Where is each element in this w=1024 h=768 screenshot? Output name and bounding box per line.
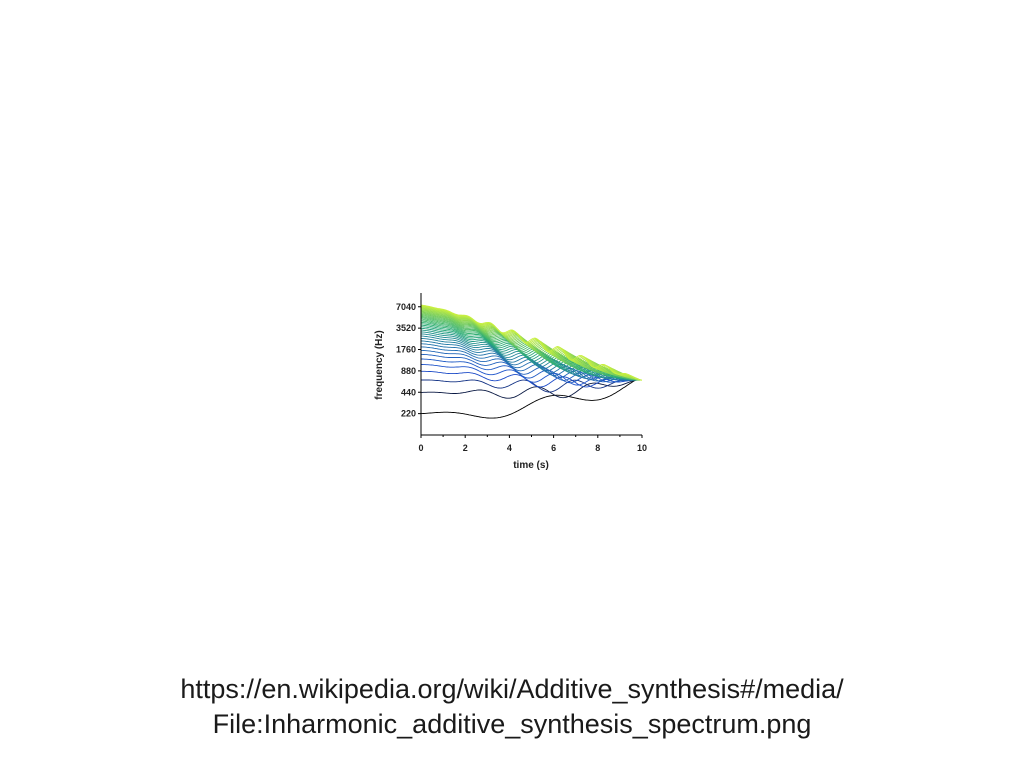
x-tick-label: 8 [595, 443, 600, 453]
partial-line [420, 308, 641, 381]
x-axis-label: time (s) [513, 460, 549, 471]
partial-line [421, 349, 634, 382]
x-tick-label: 4 [507, 443, 512, 453]
source-caption: https://en.wikipedia.org/wiki/Additive_s… [0, 672, 1024, 742]
partial-line [421, 379, 636, 399]
y-axis-label: frequency (Hz) [374, 330, 385, 399]
x-tick-label: 2 [463, 443, 468, 453]
partial-line [420, 321, 638, 381]
partial-line [421, 379, 636, 419]
x-tick-label: 10 [637, 443, 647, 453]
y-tick-label: 220 [401, 409, 416, 419]
partial-line [420, 307, 642, 381]
spectrum-chart: 0 2 4 6 8 10 220 440 880 1760 3520 7040 time (s) f… [374, 293, 647, 471]
x-tick-label: 6 [551, 443, 556, 453]
y-tick-label: 3520 [396, 323, 416, 333]
y-tick-label: 7040 [396, 302, 416, 312]
x-tick-label: 0 [418, 443, 423, 453]
partial-line [420, 305, 642, 381]
y-ticks: 220 440 880 1760 3520 7040 [396, 302, 421, 419]
y-tick-label: 1760 [396, 345, 416, 355]
partial-line [420, 306, 642, 381]
caption-line-2: File:Inharmonic_additive_synthesis_spect… [212, 709, 812, 739]
partial-line [420, 304, 643, 381]
partial-line [421, 346, 634, 381]
y-tick-label: 440 [401, 387, 416, 397]
plot-area [420, 304, 643, 419]
x-ticks: 0 2 4 6 8 10 [418, 435, 647, 453]
caption-line-1: https://en.wikipedia.org/wiki/Additive_s… [180, 674, 844, 704]
partial-line [420, 308, 642, 381]
y-tick-label: 880 [401, 366, 416, 376]
partial-line [421, 358, 633, 384]
partial-line [421, 343, 634, 381]
